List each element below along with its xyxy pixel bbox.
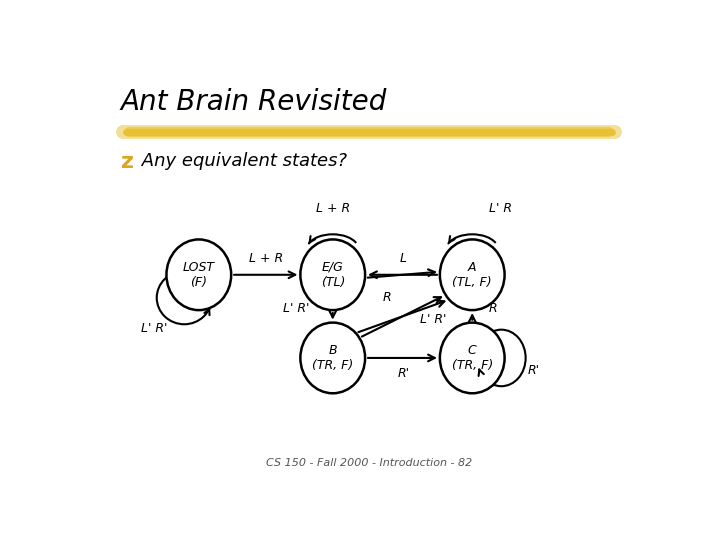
Text: R': R': [528, 364, 539, 377]
Text: L' R': L' R': [283, 301, 310, 314]
Text: R: R: [489, 301, 498, 314]
Text: Any equivalent states?: Any equivalent states?: [136, 152, 347, 170]
Text: L + R: L + R: [248, 252, 283, 265]
Ellipse shape: [166, 239, 231, 310]
Text: R: R: [383, 291, 392, 304]
Text: A
(TL, F): A (TL, F): [452, 261, 492, 289]
Ellipse shape: [440, 239, 505, 310]
Text: L' R': L' R': [141, 322, 167, 335]
Text: B
(TR, F): B (TR, F): [312, 344, 354, 372]
Text: LOST
(F): LOST (F): [183, 261, 215, 289]
Text: L' R': L' R': [420, 313, 446, 326]
Text: z: z: [121, 152, 134, 172]
Text: CS 150 - Fall 2000 - Introduction - 82: CS 150 - Fall 2000 - Introduction - 82: [266, 458, 472, 468]
Text: Ant Brain Revisited: Ant Brain Revisited: [121, 87, 387, 116]
Text: L' R: L' R: [489, 202, 512, 215]
Ellipse shape: [440, 322, 505, 393]
Text: L: L: [400, 252, 407, 265]
Ellipse shape: [300, 322, 365, 393]
Text: R': R': [397, 367, 410, 380]
Text: E/G
(TL): E/G (TL): [320, 261, 345, 289]
Text: L + R: L + R: [315, 202, 350, 215]
Text: C
(TR, F): C (TR, F): [451, 344, 493, 372]
Ellipse shape: [300, 239, 365, 310]
